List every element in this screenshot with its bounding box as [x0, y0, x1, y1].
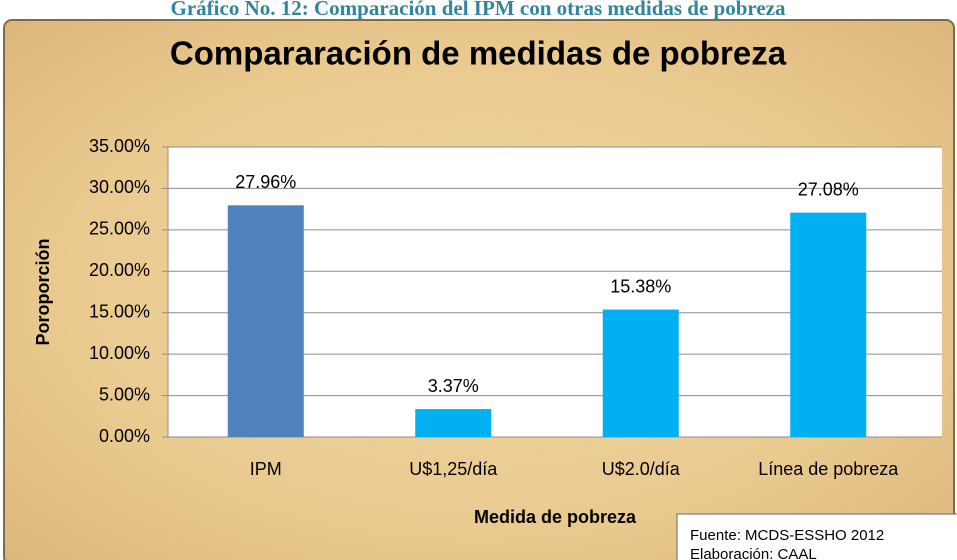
x-tick-label: U$1,25/día	[409, 459, 498, 479]
x-tick-label: U$2.0/día	[602, 459, 681, 479]
y-tick-label: 0.00%	[99, 426, 150, 446]
y-tick-label: 10.00%	[89, 343, 150, 363]
y-tick-label: 25.00%	[89, 219, 150, 239]
x-tick-label: IPM	[250, 459, 282, 479]
y-tick-label: 30.00%	[89, 177, 150, 197]
source-line: Fuente: MCDS-ESSHO 2012	[690, 527, 884, 544]
x-axis-label: Medida de pobreza	[474, 507, 637, 527]
source-line: Elaboración: CAAL	[690, 546, 817, 560]
y-tick-label: 35.00%	[89, 136, 150, 156]
data-label: 3.37%	[428, 376, 479, 396]
chart-title: Compararación de medidas de pobreza	[170, 35, 787, 72]
bar	[415, 409, 492, 437]
data-label: 27.08%	[798, 179, 859, 199]
x-tick-label: Línea de pobreza	[758, 459, 899, 479]
caption: Gráfico No. 12: Comparación del IPM con …	[171, 0, 786, 20]
bar	[602, 309, 679, 437]
bar	[790, 212, 867, 437]
y-tick-label: 5.00%	[99, 384, 150, 404]
bar	[227, 205, 304, 437]
y-tick-label: 20.00%	[89, 260, 150, 280]
data-label: 15.38%	[610, 276, 671, 296]
y-axis-label: Poroporción	[33, 239, 53, 346]
source-box	[676, 513, 957, 560]
data-label: 27.96%	[235, 172, 296, 192]
y-tick-label: 15.00%	[89, 301, 150, 321]
